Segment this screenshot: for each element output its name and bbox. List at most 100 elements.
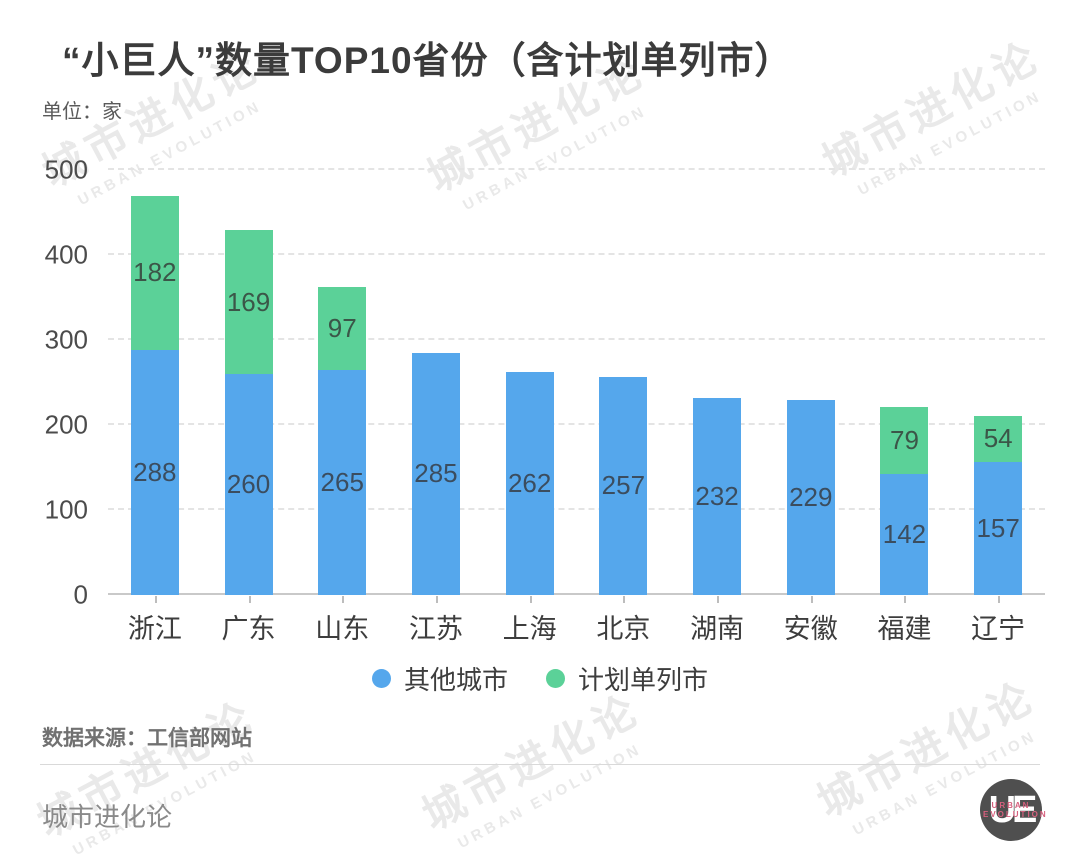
x-axis-tick <box>623 596 626 603</box>
bar-column-广东: 169 260 广东 <box>202 170 296 644</box>
bar-value-label: 288 <box>133 457 177 488</box>
bar-stack: 262 <box>505 372 554 595</box>
gridline-100 <box>108 508 1045 510</box>
logo-ue-monogram: UE <box>988 789 1038 831</box>
bar-column-江苏: 285 江苏 <box>389 170 483 644</box>
bar-stack: 232 <box>693 397 742 595</box>
legend-dot <box>546 669 565 688</box>
watermark: 城市进化论 URBAN EVOLUTION <box>410 676 660 860</box>
bar-stack: 182 288 <box>130 195 179 595</box>
bar-value-label: 229 <box>789 482 833 513</box>
x-axis-label-上海: 上海 <box>502 614 557 644</box>
x-axis-label-安徽: 安徽 <box>783 614 838 644</box>
bar-segment-其他城市: 232 <box>693 397 742 595</box>
bar-stack: 79 142 <box>880 407 929 595</box>
x-axis-tick <box>342 596 345 603</box>
x-axis-label-北京: 北京 <box>596 614 651 644</box>
bar-column-浙江: 182 288 浙江 <box>108 170 202 644</box>
x-axis-tick <box>717 596 720 603</box>
legend-label: 计划单列市 <box>578 665 709 695</box>
x-axis-tick <box>998 596 1001 603</box>
bar-value-label: 169 <box>226 286 271 317</box>
bar-segment-计划单列市: 169 <box>224 230 273 374</box>
x-axis-label-浙江: 浙江 <box>127 614 182 644</box>
footer-divider <box>40 764 1040 765</box>
bar-stack: 97 265 <box>318 287 367 595</box>
bar-value-label: 265 <box>320 466 364 497</box>
y-axis-label: 200 <box>44 409 88 440</box>
bar-column-山东: 97 265 山东 <box>295 170 389 644</box>
bar-segment-计划单列市: 79 <box>880 407 929 475</box>
bar-column-辽宁: 54 157 辽宁 <box>951 170 1045 644</box>
x-axis-label-湖南: 湖南 <box>690 614 745 644</box>
x-axis-label-江苏: 江苏 <box>408 614 463 644</box>
bar-segment-其他城市: 285 <box>411 352 460 595</box>
brand-logo: UE URBAN EVOLUTION <box>980 779 1048 841</box>
bar-series: 182 288 浙江 169 260 广东 97 265 山东 285 江苏 262 上海 257 北京 23… <box>108 170 1045 644</box>
gridline-200 <box>108 423 1045 425</box>
bar-value-label: 257 <box>601 470 646 501</box>
watermark-cn-text: 城市进化论 <box>414 684 649 839</box>
bar-value-label: 142 <box>882 519 927 550</box>
legend-label: 其他城市 <box>403 665 508 695</box>
x-axis-tick <box>810 596 813 603</box>
y-axis-label: 0 <box>73 579 88 610</box>
bar-value-label: 97 <box>327 313 357 344</box>
gridline-300 <box>108 338 1045 340</box>
bar-column-北京: 257 北京 <box>577 170 671 644</box>
bar-column-安徽: 229 安徽 <box>764 170 858 644</box>
bar-segment-计划单列市: 97 <box>318 287 367 370</box>
y-axis-label: 300 <box>44 324 88 355</box>
legend-dot <box>371 669 391 688</box>
y-axis: 0 100 200 300 400 500 <box>0 155 96 610</box>
bar-segment-其他城市: 257 <box>599 376 648 595</box>
gridline-400 <box>108 253 1045 255</box>
x-axis-tick <box>529 596 532 603</box>
brand-name: 城市进化论 <box>42 802 173 832</box>
bar-segment-其他城市: 157 <box>974 461 1023 595</box>
bar-segment-其他城市: 142 <box>880 474 929 595</box>
data-source-note: 数据来源：工信部网站 <box>42 727 252 750</box>
bar-segment-其他城市: 262 <box>505 372 554 595</box>
x-axis-label-山东: 山东 <box>315 614 370 644</box>
bar-value-label: 54 <box>983 423 1013 454</box>
bar-segment-其他城市: 260 <box>224 374 273 595</box>
bar-stack: 285 <box>411 352 460 595</box>
bar-stack: 54 157 <box>974 415 1023 595</box>
bar-value-label: 262 <box>507 468 552 499</box>
bar-value-label: 232 <box>695 480 739 511</box>
page-title: “小巨人”数量TOP10省份（含计划单列市） <box>62 40 793 81</box>
bar-value-label: 260 <box>226 469 271 499</box>
legend-item-计划单列市: 计划单列市 <box>546 660 708 697</box>
x-axis-label-广东: 广东 <box>221 614 276 644</box>
bar-segment-其他城市: 265 <box>318 369 367 595</box>
gridline-500 <box>108 168 1045 170</box>
bar-value-label: 157 <box>976 512 1020 543</box>
bar-value-label: 79 <box>890 425 919 456</box>
bar-value-label: 285 <box>414 458 458 489</box>
gridline-0 <box>108 593 1045 595</box>
watermark-cn-text: 城市进化论 <box>814 31 1049 186</box>
logo-subtext: URBAN EVOLUTION <box>983 801 1048 819</box>
y-axis-label: 500 <box>44 154 88 185</box>
watermark-en-text: URBAN EVOLUTION <box>455 740 645 853</box>
x-axis-tick <box>248 596 251 603</box>
bar-stack: 257 <box>599 376 648 595</box>
bar-segment-计划单列市: 54 <box>974 415 1023 462</box>
bar-column-福建: 79 142 福建 <box>858 170 952 644</box>
watermark: 城市进化论 URBAN EVOLUTION <box>25 683 275 864</box>
bar-column-湖南: 232 湖南 <box>670 170 764 644</box>
bar-value-label: 182 <box>133 257 177 288</box>
bar-segment-其他城市: 288 <box>130 350 179 595</box>
bar-segment-计划单列市: 182 <box>130 195 179 351</box>
plot-area: 182 288 浙江 169 260 广东 97 265 山东 285 江苏 262 上海 257 北京 23… <box>108 168 1045 644</box>
bar-stack: 169 260 <box>224 230 273 595</box>
bar-column-上海: 262 上海 <box>483 170 577 644</box>
legend-item-其他城市: 其他城市 <box>371 660 508 697</box>
unit-label: 单位：家 <box>42 101 122 123</box>
bar-stack: 229 <box>786 400 835 595</box>
bar-segment-其他城市: 229 <box>786 400 835 595</box>
x-axis-tick <box>435 596 438 603</box>
y-axis-label: 400 <box>44 239 88 270</box>
